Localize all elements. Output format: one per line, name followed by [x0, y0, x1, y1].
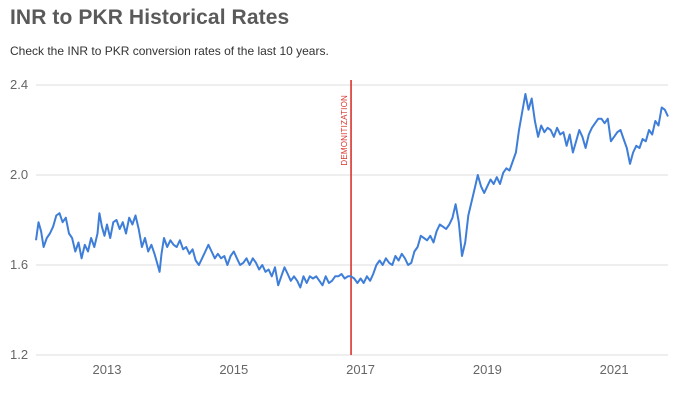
gridlines	[36, 84, 668, 356]
x-axis: 2013 2015 2017 2019 2021	[93, 362, 629, 377]
x-tick-label: 2019	[473, 362, 502, 377]
annotation-label: DEMONITIZATION	[340, 95, 349, 166]
y-tick-label: 1.2	[10, 347, 28, 362]
page-title: INR to PKR Historical Rates	[10, 6, 290, 29]
y-axis: 1.2 1.6 2.0 2.4	[10, 77, 28, 362]
y-tick-label: 2.4	[10, 77, 28, 92]
series-layer	[35, 93, 669, 289]
x-tick-label: 2015	[219, 362, 248, 377]
x-tick-label: 2017	[346, 362, 375, 377]
annotation: DEMONITIZATION	[340, 80, 352, 355]
x-tick-label: 2021	[600, 362, 629, 377]
y-tick-label: 1.6	[10, 257, 28, 272]
series-line	[35, 93, 669, 289]
x-tick-label: 2013	[93, 362, 122, 377]
page-subtitle: Check the INR to PKR conversion rates of…	[10, 44, 329, 58]
y-tick-label: 2.0	[10, 167, 28, 182]
